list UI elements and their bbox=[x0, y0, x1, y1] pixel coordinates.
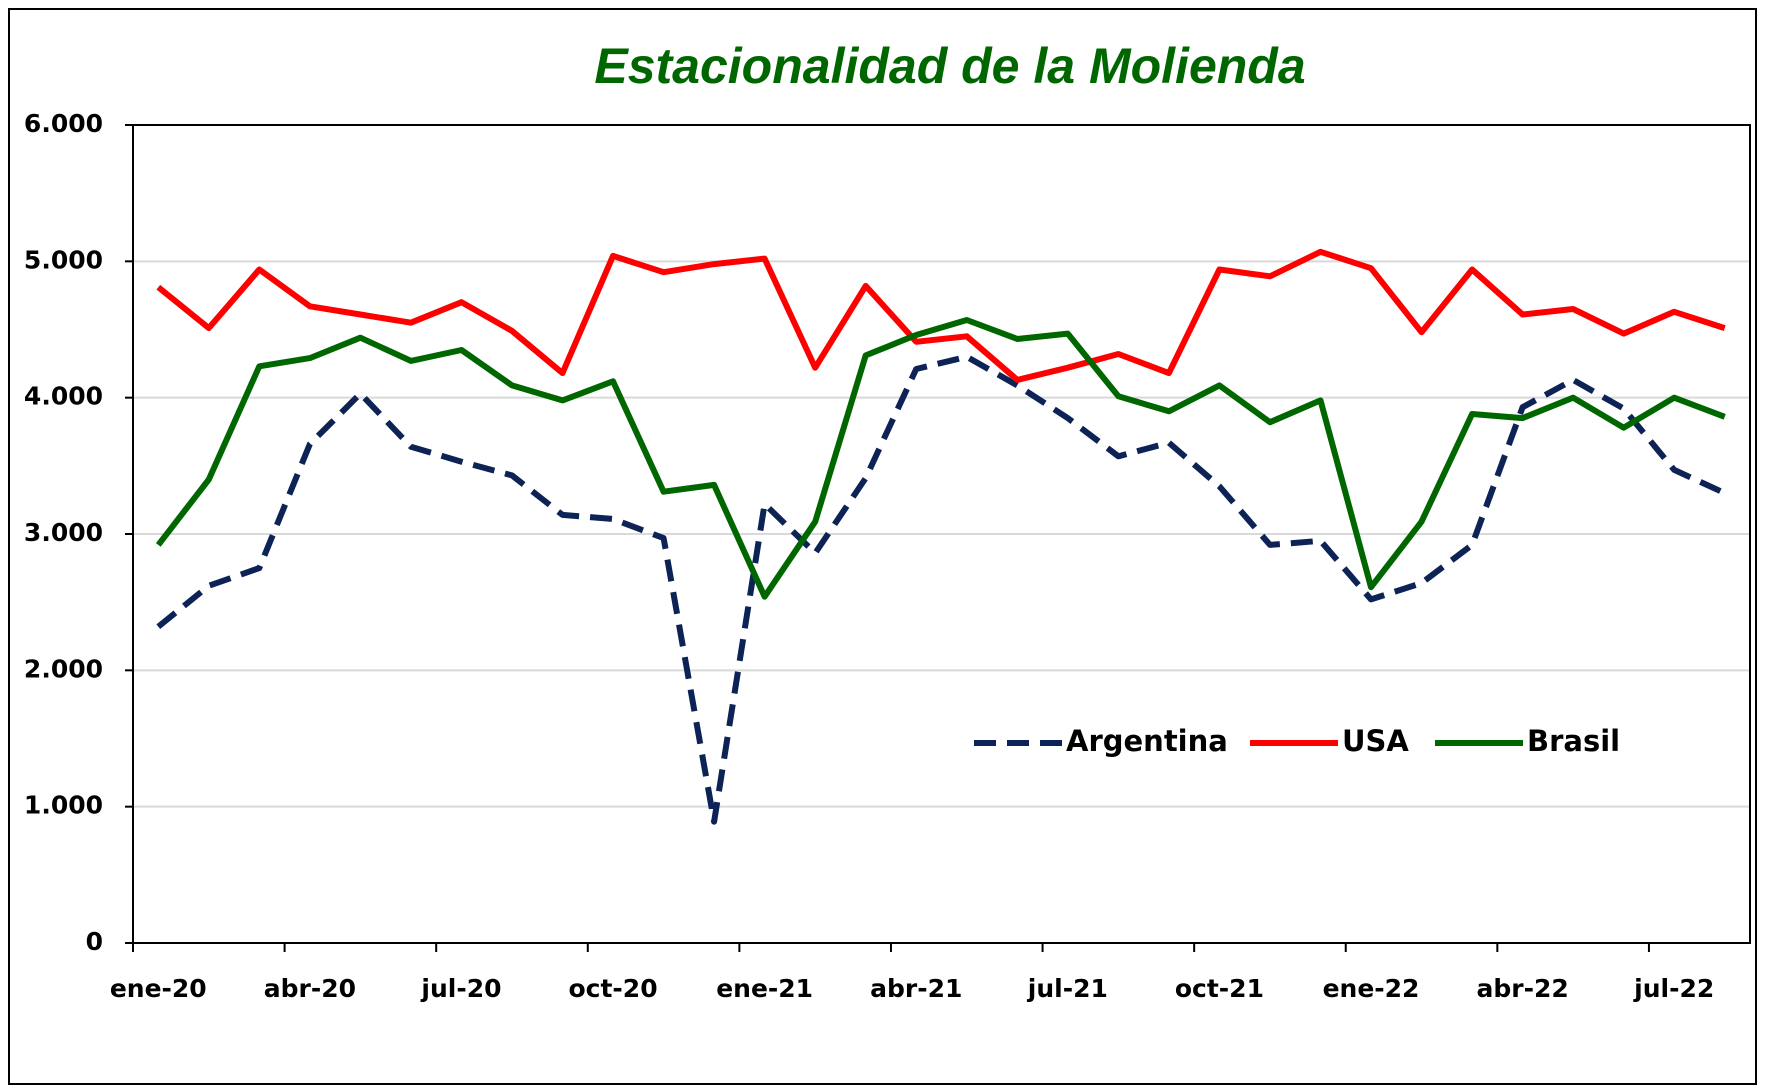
x-tick-label: oct-21 bbox=[1175, 974, 1264, 1003]
y-tick-label: 4.000 bbox=[24, 382, 103, 411]
x-tick-label: abr-22 bbox=[1476, 974, 1568, 1003]
x-tick-label: abr-20 bbox=[264, 974, 356, 1003]
x-tick-label: abr-21 bbox=[870, 974, 962, 1003]
legend-label: Argentina bbox=[1066, 724, 1228, 758]
legend-label: USA bbox=[1342, 724, 1409, 758]
series-line bbox=[156, 248, 1726, 383]
chart-title: Estacionalidad de la Molienda bbox=[594, 38, 1305, 94]
x-tick-label: jul-20 bbox=[420, 974, 501, 1003]
x-tick-label: oct-20 bbox=[568, 974, 657, 1003]
legend-label: Brasil bbox=[1527, 724, 1620, 758]
y-tick-label: 1.000 bbox=[24, 791, 103, 820]
x-tick-label: ene-20 bbox=[110, 974, 207, 1003]
y-tick-label: 0 bbox=[86, 927, 103, 956]
y-tick-label: 5.000 bbox=[24, 245, 103, 274]
chart-border bbox=[8, 8, 1757, 1085]
x-tick-label: ene-22 bbox=[1323, 974, 1420, 1003]
y-tick-label: 3.000 bbox=[24, 518, 103, 547]
x-tick-label: jul-22 bbox=[1633, 974, 1714, 1003]
plot-frame bbox=[132, 124, 1751, 944]
y-tick-label: 6.000 bbox=[24, 109, 103, 138]
y-tick-label: 2.000 bbox=[24, 654, 103, 683]
series-line bbox=[155, 317, 1726, 600]
series-line bbox=[156, 353, 1726, 825]
x-tick-label: jul-21 bbox=[1027, 974, 1108, 1003]
x-tick-label: ene-21 bbox=[716, 974, 813, 1003]
